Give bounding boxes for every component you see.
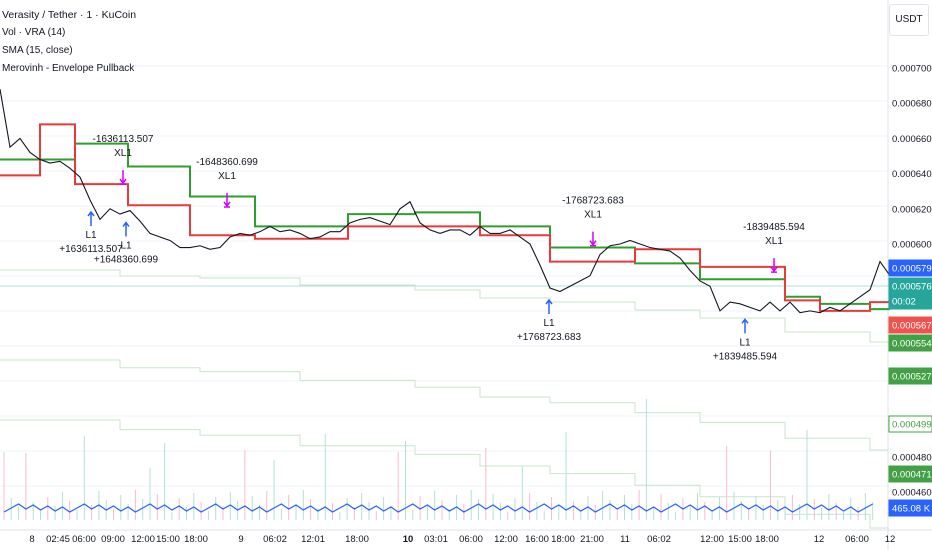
x-tick-label: 21:00 [580,534,604,545]
exit-arrow-icon [589,231,597,247]
volume-sma-line [3,503,873,513]
x-tick-label: 9 [238,534,243,545]
entry-order-tag: +1648360.699 [94,255,159,266]
exit-order-tag: XL1 [584,210,602,221]
x-tick-label: 06:00 [72,534,96,545]
x-tick-label: 09:00 [101,534,125,545]
x-tick-label: 18:00 [345,534,369,545]
x-tick-label: 06:00 [459,534,483,545]
entry-arrow-icon [545,298,553,314]
x-tick-label: 12:00 [131,534,155,545]
price-label-box [888,316,932,334]
plot-area [0,40,888,530]
price-label-text: 0.0004715 [892,470,932,481]
x-tick-label: 15:00 [156,534,180,545]
x-tick-label: 06:00 [845,534,869,545]
exit-arrow-icon [223,192,231,208]
x-tick-label: 8 [29,534,34,545]
price-label-text: 0.0005766 [892,282,932,293]
price-label-text: 0.0005792 [892,264,932,275]
price-label-box [888,499,932,517]
entry-order-tag: +1768723.683 [517,332,582,343]
entry-arrow-icon [87,210,95,226]
y-tick-label: 0.0004600 [892,488,932,499]
entry-order-label: L1 [120,241,132,252]
entry-order-label: L1 [739,337,751,348]
price-label-text: 0.0004993 [892,420,932,431]
entry-order-label: L1 [85,230,97,241]
exit-arrow-icon [770,258,778,273]
exit-order-tag: XL1 [218,171,236,182]
x-tick-label: 12:00 [700,534,724,545]
x-tick-label: 18:00 [551,534,575,545]
price-label-box [888,465,932,483]
chart-legend: Verasity / Tether · 1 · KuCoin Vol · VRA… [2,6,136,78]
indicator-envelope[interactable]: Merovinh - Envelope Pullback [2,63,135,74]
indicator-sma[interactable]: SMA (15, close) [2,45,73,56]
x-tick-label: 10 [403,534,414,545]
price-label-box [888,367,932,385]
indicator-volume[interactable]: Vol · VRA (14) [2,27,66,38]
outer-band-line [0,359,889,454]
x-tick-label: 18:00 [755,534,779,545]
entry-order-tag: +1839485.594 [713,351,778,362]
entry-arrow-icon [741,318,749,334]
x-tick-label: 15:00 [728,534,752,545]
price-label-box [888,292,932,310]
price-label-box [888,334,932,352]
x-tick-label: 18:00 [184,534,208,545]
x-tick-label: 12 [885,534,896,545]
price-label-box [888,259,932,277]
exit-order-label: -1648360.699 [196,157,258,168]
entry-arrow-icon [122,221,130,237]
price-label-text: 465.08 K [892,504,931,515]
x-tick-label: 12:01 [301,534,325,545]
x-tick-label: 11 [620,534,630,545]
exit-order-tag: XL1 [114,148,132,159]
symbol-title[interactable]: Verasity / Tether · 1 · KuCoin [2,9,137,21]
price-label-text: 00:02 [892,297,916,308]
outer-band-line [0,419,889,534]
x-tick-label: 06:02 [263,534,287,545]
price-label-box [888,415,932,433]
price-label-text: 0.0005547 [892,339,932,350]
x-tick-label: 16:00 [525,534,549,545]
currency-button[interactable]: USDT [889,4,929,36]
entry-order-label: L1 [543,318,555,329]
exit-arrow-icon [119,170,127,185]
exit-order-label: -1768723.683 [562,196,624,207]
exit-order-tag: XL1 [765,236,783,247]
entry-order-tag: +1636113.507 [59,244,123,255]
upper_band-line [0,142,890,311]
x-tick-label: 03:01 [424,534,448,545]
x-tick-label: 12:00 [494,534,518,545]
x-tick-label: 12 [814,534,825,545]
x-tick-label: 06:02 [647,534,671,545]
exit-order-label: -1636113.507 [93,134,154,145]
x-tick-label: 02:45 [46,534,70,545]
exit-order-label: -1839485.594 [743,222,805,233]
outer-band-line [0,269,889,344]
price-label-text: 0.0005678 [892,321,932,332]
price-line [0,89,891,314]
